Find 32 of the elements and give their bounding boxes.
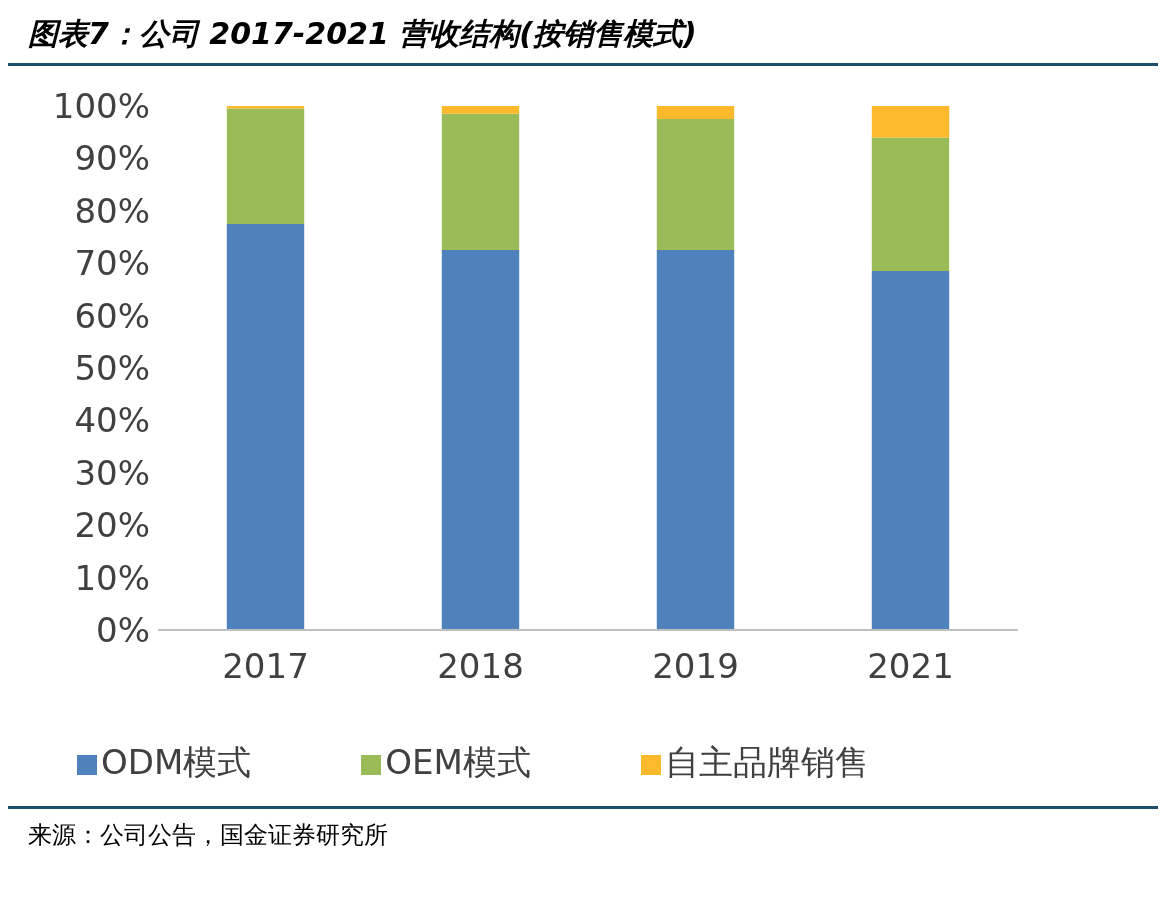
x-tick-label: 2017 bbox=[222, 646, 309, 687]
source-note: 来源：公司公告，国金证券研究所 bbox=[28, 820, 389, 851]
bar bbox=[226, 223, 305, 630]
bar bbox=[871, 271, 950, 630]
bar bbox=[441, 113, 520, 251]
y-tick-label: 30% bbox=[74, 452, 150, 493]
y-tick-label: 10% bbox=[74, 557, 150, 598]
legend-label: OEM模式 bbox=[385, 742, 531, 782]
bar bbox=[656, 119, 735, 251]
legend-label: 自主品牌销售 bbox=[664, 742, 869, 782]
bar bbox=[871, 106, 950, 138]
bar bbox=[656, 250, 735, 630]
y-tick-label: 50% bbox=[74, 348, 150, 389]
y-tick-label: 80% bbox=[74, 190, 150, 231]
bar bbox=[226, 108, 305, 224]
x-tick-label: 2018 bbox=[437, 646, 524, 687]
bar bbox=[441, 250, 520, 630]
y-tick-label: 60% bbox=[74, 295, 150, 336]
y-tick-label: 0% bbox=[96, 610, 150, 651]
y-tick-label: 20% bbox=[74, 505, 150, 546]
chart-title: 图表7：公司 2017-2021 营收结构(按销售模式) bbox=[8, 8, 1158, 66]
bar bbox=[871, 137, 950, 272]
x-tick-label: 2021 bbox=[867, 646, 954, 687]
x-tick-label: 2019 bbox=[652, 646, 739, 687]
y-tick-label: 100% bbox=[52, 86, 150, 127]
y-tick-label: 90% bbox=[74, 138, 150, 179]
bar bbox=[226, 106, 305, 109]
y-tick-label: 40% bbox=[74, 400, 150, 441]
bar bbox=[656, 106, 735, 120]
legend-label: ODM模式 bbox=[101, 742, 252, 782]
y-tick-label: 70% bbox=[74, 243, 150, 284]
bar bbox=[441, 106, 520, 114]
